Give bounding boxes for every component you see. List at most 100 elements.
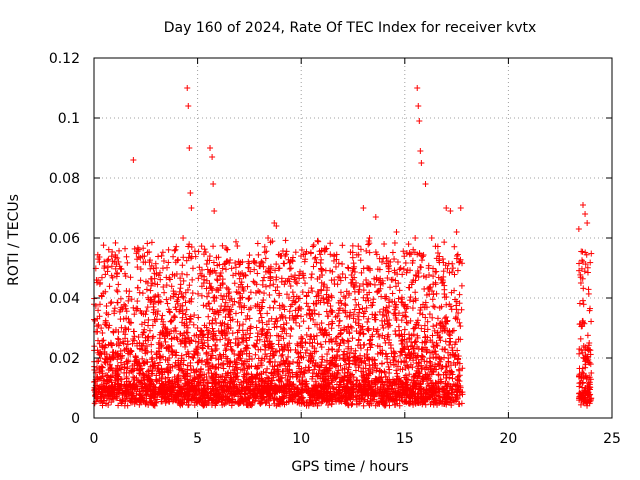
data-point: [147, 265, 154, 272]
data-point: [287, 333, 294, 340]
data-point: [420, 251, 427, 258]
data-point: [298, 246, 305, 253]
data-point: [183, 306, 190, 313]
data-point: [219, 242, 226, 249]
data-point: [318, 266, 325, 273]
data-point: [418, 325, 425, 332]
data-point: [227, 256, 234, 263]
data-point: [314, 237, 321, 244]
data-point: [392, 277, 399, 284]
data-point: [144, 304, 151, 311]
data-point: [213, 345, 220, 352]
data-point: [245, 258, 252, 265]
data-point: [292, 249, 299, 256]
data-point: [398, 317, 405, 324]
data-point: [145, 322, 152, 329]
data-point: [349, 254, 356, 261]
data-point: [258, 355, 265, 362]
data-point: [161, 324, 168, 331]
data-point: [112, 239, 119, 246]
data-point: [450, 265, 457, 272]
data-point: [171, 247, 178, 254]
data-point: [261, 249, 268, 256]
data-point: [410, 277, 417, 284]
data-point: [366, 235, 373, 241]
data-point: [344, 369, 351, 376]
data-point: [451, 271, 458, 278]
data-point: [206, 320, 213, 327]
x-axis-label: GPS time / hours: [291, 459, 408, 475]
data-point: [207, 145, 214, 151]
data-point: [205, 313, 212, 320]
data-point: [226, 311, 233, 318]
data-point: [94, 328, 101, 335]
data-point: [146, 327, 153, 334]
data-point: [144, 240, 151, 247]
data-point: [327, 240, 334, 247]
data-point: [443, 301, 450, 308]
data-point: [401, 253, 408, 260]
data-point: [389, 249, 396, 256]
data-point: [418, 352, 425, 359]
data-point: [389, 290, 396, 297]
data-point: [429, 332, 436, 339]
data-point: [254, 240, 261, 247]
data-point: [424, 326, 431, 333]
data-point: [433, 290, 440, 297]
data-point: [211, 208, 218, 214]
data-point: [401, 326, 408, 333]
data-point: [299, 377, 306, 384]
data-point: [160, 284, 167, 291]
data-point: [367, 344, 374, 351]
data-point: [262, 255, 269, 262]
data-point: [114, 299, 121, 306]
data-point: [579, 248, 586, 255]
data-point: [152, 260, 159, 267]
data-point: [395, 295, 402, 302]
data-point: [378, 369, 385, 376]
data-point: [245, 296, 252, 303]
data-point: [315, 238, 322, 245]
data-point: [310, 263, 317, 270]
data-point: [588, 250, 595, 257]
data-point: [418, 160, 425, 166]
data-point: [124, 341, 131, 348]
data-point: [103, 302, 110, 309]
data-point: [339, 242, 346, 249]
data-point: [266, 355, 273, 362]
y-tick-label: 0.1: [58, 111, 80, 127]
x-tick-label: 25: [603, 431, 621, 447]
data-point: [315, 311, 322, 318]
data-point: [352, 367, 359, 374]
data-point: [148, 262, 155, 269]
data-point: [342, 274, 349, 281]
data-point: [209, 154, 216, 160]
data-point: [270, 304, 277, 311]
data-point: [214, 277, 221, 284]
data-point: [346, 349, 353, 356]
data-point: [219, 402, 226, 409]
data-point: [117, 295, 124, 302]
data-point: [223, 345, 230, 352]
data-point: [170, 288, 177, 295]
data-point: [107, 300, 114, 307]
data-point: [280, 260, 287, 267]
data-point: [252, 351, 259, 358]
data-point: [406, 371, 413, 378]
data-point: [270, 281, 277, 288]
data-point: [327, 303, 334, 310]
data-point: [219, 265, 226, 272]
data-point: [232, 310, 239, 317]
data-point: [164, 300, 171, 307]
data-point: [255, 251, 262, 258]
data-point: [123, 287, 130, 294]
data-point: [212, 341, 219, 348]
data-point: [376, 333, 383, 340]
data-point: [95, 321, 102, 328]
data-point: [123, 253, 130, 260]
data-point: [444, 265, 451, 272]
data-point: [144, 249, 151, 256]
data-point: [145, 316, 152, 323]
data-point: [377, 349, 384, 356]
data-point: [177, 275, 184, 282]
